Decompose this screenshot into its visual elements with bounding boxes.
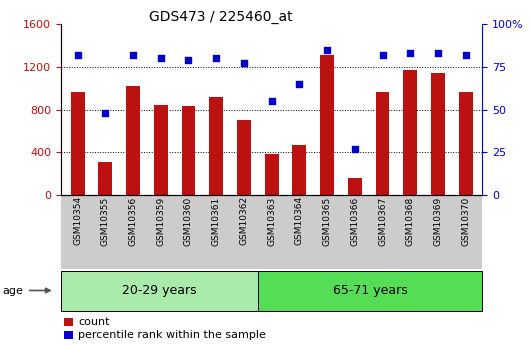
Point: [184, 57, 193, 63]
Bar: [154, 105, 167, 195]
Point: [462, 52, 470, 58]
Point: [156, 56, 165, 61]
Bar: [264, 154, 279, 195]
Point: [129, 52, 137, 58]
Point: [240, 61, 248, 66]
Bar: [126, 86, 140, 195]
Point: [378, 52, 387, 58]
Text: 20-29 years: 20-29 years: [122, 284, 197, 297]
Bar: [348, 178, 361, 195]
Point: [434, 50, 442, 56]
Text: percentile rank within the sample: percentile rank within the sample: [78, 330, 266, 340]
Bar: [209, 97, 223, 195]
Point: [73, 52, 82, 58]
Bar: [99, 162, 112, 195]
Text: count: count: [78, 317, 110, 327]
Bar: [459, 92, 473, 195]
Point: [101, 110, 110, 116]
Bar: [70, 92, 84, 195]
Point: [295, 81, 304, 87]
Bar: [293, 145, 306, 195]
Point: [323, 47, 331, 52]
Text: 65-71 years: 65-71 years: [332, 284, 408, 297]
Bar: [237, 120, 251, 195]
Text: age: age: [3, 286, 23, 296]
Point: [212, 56, 220, 61]
Bar: [431, 73, 445, 195]
Point: [350, 146, 359, 151]
Text: GDS473 / 225460_at: GDS473 / 225460_at: [149, 10, 293, 24]
Bar: [403, 70, 417, 195]
Bar: [376, 92, 390, 195]
Point: [267, 98, 276, 104]
Bar: [320, 55, 334, 195]
Point: [406, 50, 414, 56]
Bar: [182, 106, 196, 195]
